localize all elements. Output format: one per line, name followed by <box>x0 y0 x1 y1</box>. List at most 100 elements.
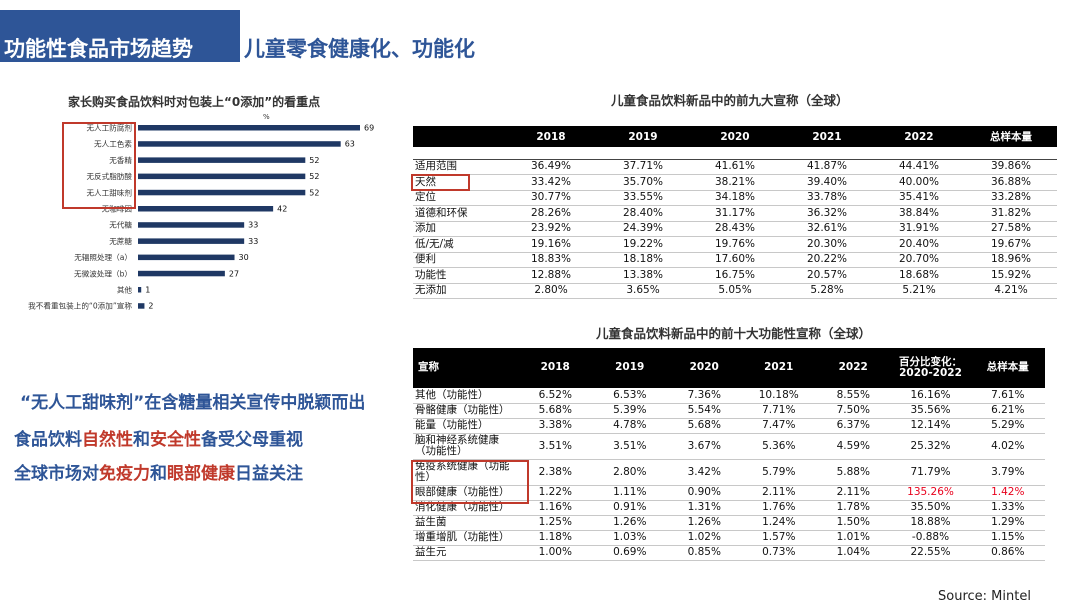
table-cell: 4.59% <box>816 433 891 460</box>
table-row-label: 无添加 <box>413 283 505 299</box>
table-cell: 31.17% <box>689 205 781 222</box>
table-row-label: 便利 <box>413 252 505 268</box>
table-cell: 17.60% <box>689 252 781 268</box>
table-cell: 12.88% <box>505 267 597 284</box>
table2-title: 儿童食品饮料新品中的前十大功能性宣称（全球） <box>596 326 872 341</box>
table-cell: 3.51% <box>518 433 593 460</box>
table-row: 低/无/减 19.16% 19.22% 19.76% 20.30% 20.40% 19.67… <box>413 236 1057 253</box>
table-header-cell: 2019 <box>597 126 689 147</box>
table-cell: 18.83% <box>505 252 597 268</box>
message-line-2-c: 和 <box>133 430 150 450</box>
table-cell: 1.03% <box>592 530 667 546</box>
table-cell: 33.42% <box>505 174 597 191</box>
table-cell: 28.40% <box>597 205 689 222</box>
table-spacer-cell <box>873 147 965 160</box>
table-cell: 5.28% <box>781 283 873 299</box>
table-cell: 3.51% <box>592 433 667 460</box>
message-line-3-a: 全球市场对 <box>14 464 99 484</box>
bar <box>138 222 245 228</box>
title-banner <box>0 10 240 62</box>
table-cell: 33.55% <box>597 190 689 206</box>
bar-category-label: 无代糖 <box>109 220 132 230</box>
table-cell: 7.36% <box>667 388 742 404</box>
bar-value-label: 69 <box>364 124 374 133</box>
bar <box>138 206 274 212</box>
bar-category-label: 无辐照处理（a） <box>74 252 132 262</box>
table-cell: 35.70% <box>597 174 689 191</box>
table-cell: 1.25% <box>518 515 593 531</box>
table-cell: 1.29% <box>970 515 1045 531</box>
bar <box>138 254 235 261</box>
page-subtitle: 儿童零食健康化、功能化 <box>244 37 475 61</box>
table-row: 骨骼健康（功能性） 5.68% 5.39% 5.54% 7.71% 7.50% 35.56%… <box>413 403 1045 419</box>
table-row: 定位 30.77% 33.55% 34.18% 33.78% 35.41% 33.28% <box>413 190 1057 206</box>
table-cell: 0.90% <box>667 485 742 501</box>
table-cell: 4.02% <box>970 433 1045 460</box>
bar-category-label: 无蔗糖 <box>109 236 132 246</box>
table-cell: 5.54% <box>667 403 742 419</box>
table-header-cell: 2018 <box>518 348 593 388</box>
top10-functional-claims-table: 宣称 2018 2019 2020 2021 2022 百分比变化：2020-2022 总样本… <box>413 348 1045 561</box>
message-line-2-a: 食品饮料 <box>14 430 82 450</box>
table-cell: 5.88% <box>816 459 891 486</box>
table-header-cell: 2021 <box>781 126 873 147</box>
table-cell: 44.41% <box>873 159 965 175</box>
table-row: 脑和神经系统健康（功能性） 3.51% 3.51% 3.67% 5.36% 4.59% 25… <box>413 433 1045 460</box>
bar-chart-unit: % <box>263 113 270 121</box>
table-cell: 0.69% <box>592 545 667 561</box>
table-cell: 19.22% <box>597 236 689 253</box>
table-cell: 40.00% <box>873 174 965 191</box>
table-cell: 8.55% <box>816 388 891 404</box>
table-header-cell: 2020 <box>689 126 781 147</box>
message-line-2-d: 安全性 <box>150 430 201 450</box>
table-cell: 15.92% <box>965 267 1057 284</box>
message-line-1: “无人工甜味剂”在含糖量相关宣传中脱颖而出 <box>20 393 366 413</box>
table-row: 道德和环保 28.26% 28.40% 31.17% 36.32% 38.84% 31.82… <box>413 205 1057 222</box>
table-cell: 16.16% <box>890 388 971 404</box>
table-cell: 1.01% <box>816 530 891 546</box>
table-row: 增重增肌（功能性） 1.18% 1.03% 1.02% 1.57% 1.01% -0.88%… <box>413 530 1045 546</box>
table-cell: 27.58% <box>965 221 1057 237</box>
table-cell: 20.22% <box>781 252 873 268</box>
bar-value-label: 2 <box>148 302 153 311</box>
table-cell: 35.41% <box>873 190 965 206</box>
table-cell: 0.73% <box>741 545 816 561</box>
message-line-2: 食品饮料自然性和安全性备受父母重视 <box>14 425 303 450</box>
table-cell: 19.67% <box>965 236 1057 253</box>
table-header-cell: 总样本量 <box>970 348 1045 388</box>
table-spacer-cell <box>689 147 781 160</box>
table-cell: 18.68% <box>873 267 965 284</box>
table-cell: 12.14% <box>890 418 971 434</box>
table-row-label: 添加 <box>413 221 505 237</box>
bar <box>138 238 245 244</box>
table-cell: 20.70% <box>873 252 965 268</box>
bar-value-label: 33 <box>248 237 258 246</box>
bar <box>138 189 306 196</box>
highlight-box-bar <box>62 122 136 209</box>
table-cell: 18.88% <box>890 515 971 531</box>
table-cell: 1.26% <box>592 515 667 531</box>
table-row-label: 脑和神经系统健康（功能性） <box>413 433 518 460</box>
bar-value-label: 27 <box>229 269 239 278</box>
message-line-3-c: 和 <box>150 464 167 484</box>
bar <box>138 157 306 163</box>
table-cell: 20.57% <box>781 267 873 284</box>
table-spacer-cell <box>597 147 689 160</box>
table-header-cell: 2022 <box>816 348 891 388</box>
table-cell: 1.50% <box>816 515 891 531</box>
table-row: 适用范围 36.49% 37.71% 41.61% 41.87% 44.41% 39.86% <box>413 159 1057 175</box>
bar <box>138 173 306 180</box>
table-row-label: 增重增肌（功能性） <box>413 530 518 546</box>
table-cell: 25.32% <box>890 433 971 460</box>
table-cell: 37.71% <box>597 159 689 175</box>
bar-category-label: 无反式脂肪酸 <box>86 171 132 181</box>
table-cell: 7.61% <box>970 388 1045 404</box>
table-cell: 1.16% <box>518 500 593 516</box>
table-cell: 2.11% <box>816 485 891 501</box>
table-cell: 2.11% <box>741 485 816 501</box>
table-cell: 2.80% <box>505 283 597 299</box>
table-header-cell: 2022 <box>873 126 965 147</box>
table-cell: 38.21% <box>689 174 781 191</box>
table-cell: 7.71% <box>741 403 816 419</box>
